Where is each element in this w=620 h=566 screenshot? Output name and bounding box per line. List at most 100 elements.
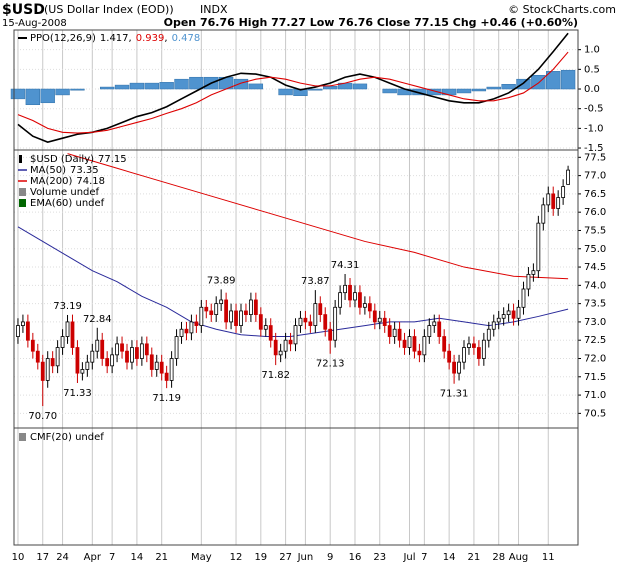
candle-body [55,347,60,367]
candle-body [95,339,100,352]
candle-body [253,299,258,316]
candle-body [239,310,243,326]
legend-swatch [19,155,22,163]
candle-body [348,284,352,301]
histogram-bar [352,83,368,90]
histogram-bar [129,82,145,90]
y-tick-label: 76.5 [584,189,606,200]
legend-separator: , [164,33,167,44]
histogram-bar [233,78,249,90]
y-tick-label: -0.5 [584,104,604,115]
candle-body [234,310,238,326]
x-tick-label: 9 [327,552,333,563]
candle-body [115,343,119,356]
candle-body [387,325,392,337]
histogram-bar [323,86,338,90]
legend-value: 77.15 [98,154,127,165]
price-annotation: 71.82 [261,370,290,381]
candle-body [328,328,333,341]
candle-body [392,328,397,337]
candle-body [467,343,471,348]
indicator-line [17,32,569,143]
candle-body [194,321,199,326]
candle-body [353,292,357,301]
histogram-bar [308,88,323,91]
x-tick-label: May [191,552,212,563]
candle-body [248,299,253,316]
x-tick-label: 16 [349,552,362,563]
candle-body [105,358,110,367]
candle-body [442,336,447,352]
candle-body [338,292,343,308]
x-tick-label: 14 [131,552,144,563]
histogram-bar [456,88,472,94]
legend-name: MA(200) [30,176,72,187]
price-annotation: 73.87 [301,276,330,287]
y-tick-label: 71.5 [584,372,606,383]
x-tick-label: 21 [468,552,481,563]
candle-body [362,303,367,308]
ppo-legend: PPO(12,26,9) 1.417, 0.939, 0.478 [30,33,200,44]
legend-name: PPO(12,26,9) [30,33,96,44]
x-tick-label: 19 [254,552,267,563]
price-annotation: 71.31 [440,389,469,400]
legend-name: $USD (Daily) [30,154,94,165]
candle-body [303,317,308,323]
x-tick-label: 7 [421,552,427,563]
y-tick-label: 72.0 [584,354,606,365]
overlay-legend: EMA(60) undef [30,198,105,209]
candle-body [30,339,35,352]
legend-value: 1.417 [100,33,129,44]
histogram-bar [25,88,41,106]
x-tick-label: 11 [542,552,555,563]
x-tick-label: 7 [109,552,115,563]
candle-body [154,361,159,370]
legend-swatch [19,199,26,207]
candle-body [407,336,412,348]
y-tick-label: 74.0 [584,280,606,291]
candle-body [437,321,442,337]
panel-border [13,427,579,546]
x-tick-label: 17 [36,552,49,563]
indicator-line [67,153,569,280]
histogram-bar [516,78,531,90]
candle-body [293,325,298,345]
x-tick-label: 14 [443,552,456,563]
index-name: (US Dollar Index (EOD)) [44,3,174,16]
histogram-bar [159,82,174,90]
histogram-bar [471,88,487,92]
price-annotation: 70.70 [28,411,57,422]
candle-body [263,325,268,330]
candle-body [516,306,521,319]
histogram-bar [70,88,85,91]
y-tick-label: 75.5 [584,225,606,236]
candle-body [526,273,531,290]
candle-body [125,350,129,363]
candle-body [21,321,25,326]
candle-body [397,328,402,341]
candle-body [313,303,318,326]
x-tick-label: 23 [373,552,386,563]
candle-body [283,339,288,352]
candle-body [149,354,154,370]
candle-body [50,358,55,367]
price-legend: $USD (Daily) 77.15 [30,154,127,165]
overlay-legend: MA(50) 73.35 [30,165,99,176]
histogram-bar [174,78,189,90]
candle-body [35,350,40,363]
exchange: INDX [200,3,228,16]
histogram-bar [501,84,516,90]
candle-body [536,222,541,272]
candle-body [422,336,427,356]
candle-body [382,317,387,326]
y-tick-label: 77.0 [584,171,606,182]
candle-body [258,314,263,330]
candle-body [491,321,496,330]
legend-swatch [19,433,26,441]
price-annotation: 73.89 [207,275,236,286]
histogram-bar [412,88,427,96]
candle-body [268,325,273,341]
candle-body [159,361,164,374]
candle-body [184,328,189,334]
panel-background [14,428,578,545]
